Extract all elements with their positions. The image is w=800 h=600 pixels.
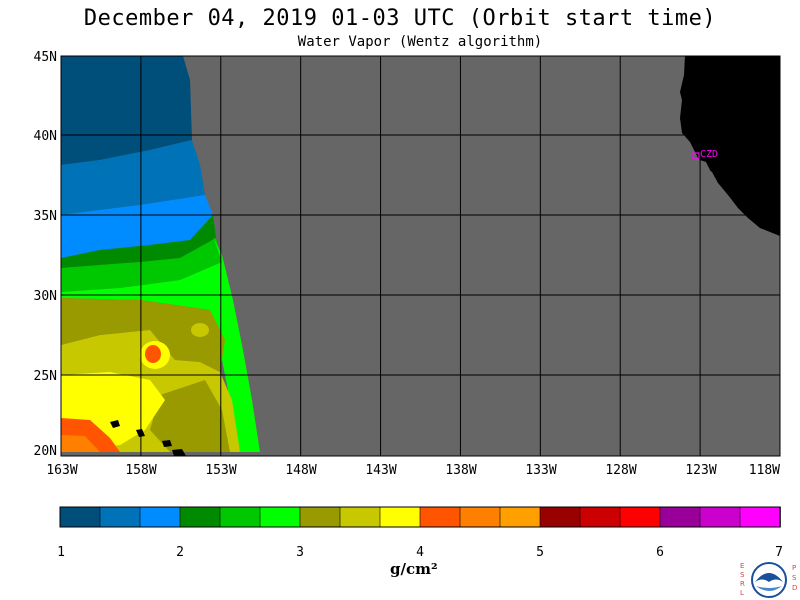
lat-label: 35N: [34, 209, 57, 224]
vapor-band-3-75-patch: [191, 323, 209, 337]
map-frame: [60, 55, 781, 457]
island-maui: [162, 440, 172, 447]
latitude-labels: 45N 40N 35N 30N 25N 20N: [34, 50, 57, 459]
map-field: [61, 56, 780, 456]
colorbar-swatch: [739, 506, 781, 528]
map-subtitle: Water Vapor (Wentz algorithm): [297, 34, 543, 50]
colorbar-tick-label: 1: [57, 545, 65, 560]
lat-label: 40N: [34, 129, 57, 144]
vapor-band-3-0: [61, 236, 260, 452]
lat-label: 20N: [34, 444, 57, 459]
lon-label: 133W: [525, 463, 556, 478]
land-bay-gap: [700, 160, 716, 186]
longitude-labels: 163W 158W 153W 148W 143W 138W 133W 128W …: [46, 463, 780, 478]
vapor-band-3-5: [61, 298, 225, 372]
svg-text:L: L: [740, 589, 744, 597]
colorbar-swatch: [99, 506, 141, 528]
colorbar-swatch: [539, 506, 581, 528]
colorbar-swatch: [179, 506, 221, 528]
vapor-band-1-5: [61, 195, 213, 258]
colorbar-swatch: [299, 506, 341, 528]
colorbar-tick-label: 5: [536, 545, 544, 560]
colorbar-swatch: [379, 506, 421, 528]
colorbar-swatch: [59, 506, 101, 528]
color-bar-ticks: 1 2 3 4 5 6 7: [57, 545, 783, 560]
svg-text:P: P: [792, 564, 796, 572]
colorbar-swatch: [619, 506, 661, 528]
colorbar-swatch: [579, 506, 621, 528]
lat-label: 25N: [34, 369, 57, 384]
island-kauai: [110, 420, 120, 428]
lon-label: 118W: [749, 463, 780, 478]
psd-letters: PSD: [792, 564, 797, 592]
color-bar: [59, 506, 781, 528]
station-marker: [692, 152, 700, 160]
colorbar-swatch: [499, 506, 541, 528]
vapor-band-4-5: [61, 435, 100, 452]
colorbar-swatch: [459, 506, 501, 528]
lon-label: 128W: [605, 463, 636, 478]
lon-label: 163W: [46, 463, 77, 478]
noaa-bird-icon: [755, 573, 783, 582]
svg-text:D: D: [792, 584, 797, 592]
noaa-wave-icon: [756, 586, 782, 591]
vapor-band-3-5-south: [150, 380, 230, 452]
vapor-band-1-25: [61, 140, 205, 215]
colorbar-swatch: [139, 506, 181, 528]
land-north-america: [680, 56, 780, 236]
svg-text:E: E: [740, 562, 744, 570]
vapor-band-1-0: [61, 56, 192, 165]
vapor-band-2-5: [61, 238, 222, 292]
colorbar-tick-label: 3: [296, 545, 304, 560]
svg-text:S: S: [740, 571, 745, 579]
lon-label: 158W: [125, 463, 156, 478]
lat-label: 45N: [34, 50, 57, 65]
colorbar-tick-label: 4: [416, 545, 424, 560]
colorbar-tick-label: 7: [775, 545, 783, 560]
color-bar-frame: [59, 506, 781, 528]
colorbar-swatch: [419, 506, 461, 528]
lon-label: 123W: [685, 463, 716, 478]
colorbar-tick-label: 2: [176, 545, 184, 560]
colorbar-swatch: [659, 506, 701, 528]
lon-label: 143W: [365, 463, 396, 478]
colorbar-swatch: [219, 506, 261, 528]
lon-label: 148W: [285, 463, 316, 478]
svg-text:R: R: [740, 580, 745, 588]
colorbar-swatch: [699, 506, 741, 528]
map-title: December 04, 2019 01-03 UTC (Orbit start…: [83, 6, 717, 31]
svg-text:S: S: [792, 574, 797, 582]
grid-lines: [61, 56, 780, 456]
vapor-band-2-0: [61, 215, 216, 268]
station-label: CZD: [700, 149, 718, 160]
island-hawaii: [172, 449, 186, 456]
colorbar-units: g/cm²: [390, 560, 438, 578]
lat-label: 30N: [34, 289, 57, 304]
colorbar-swatch: [259, 506, 301, 528]
vapor-band-4-5-patch: [145, 345, 161, 363]
colorbar-tick-label: 6: [656, 545, 664, 560]
lon-label: 138W: [445, 463, 476, 478]
lon-label: 153W: [205, 463, 236, 478]
colorbar-swatch: [339, 506, 381, 528]
